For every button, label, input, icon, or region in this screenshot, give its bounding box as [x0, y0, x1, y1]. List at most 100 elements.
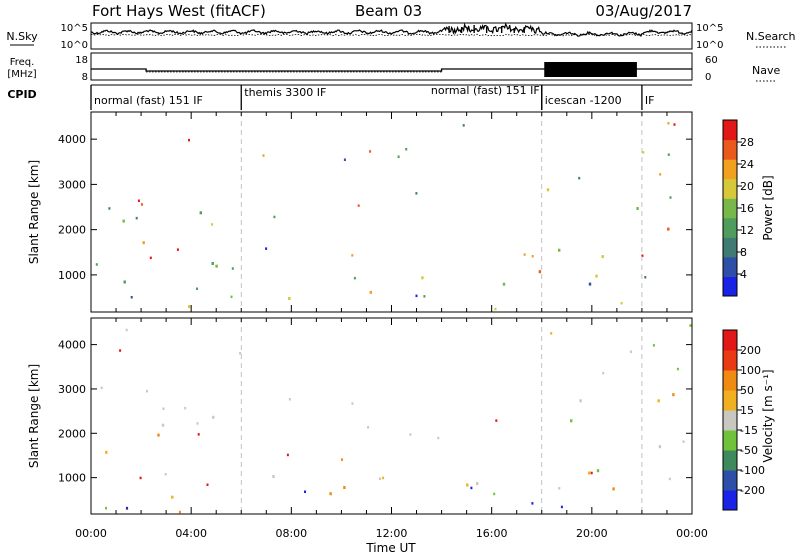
- velocity-sparse-21: [206, 483, 209, 486]
- velocity-ytick-label-2: 3000: [58, 383, 86, 396]
- nsky-tick-top: 10^5: [61, 23, 88, 34]
- power-cell-0-0: [122, 219, 125, 223]
- power-sparse-19: [353, 276, 356, 280]
- power-cell-5-1: [288, 297, 291, 300]
- power-sparse-27: [405, 148, 408, 151]
- power-sparse-0: [531, 255, 534, 258]
- velocity-cell-5-0: [596, 469, 600, 473]
- velocity-cell-6-1: [579, 399, 582, 403]
- velocity-sparse-28: [367, 426, 370, 429]
- power-sparse-11: [523, 253, 526, 256]
- cpid-mode-bars: normal (fast) 151 IF themis 3300 IF normal…: [90, 84, 655, 110]
- velocity-cell-6-0: [672, 393, 675, 397]
- velocity-cell-0-0: [157, 433, 160, 437]
- power-ytick-label-2: 3000: [58, 178, 86, 191]
- velocity-cell-6-2: [570, 419, 573, 423]
- icescan-block: [544, 62, 637, 77]
- mode-label-2: normal (fast) 151 IF: [431, 84, 540, 97]
- velocity-sparse-14: [382, 476, 385, 480]
- power-panel: [90, 111, 693, 313]
- power-cell-6-1: [215, 264, 218, 268]
- power-cell-11-1: [558, 248, 561, 252]
- power-ytick-label-3: 4000: [58, 133, 86, 146]
- velocity-ylabel: Slant Range [km]: [27, 364, 41, 468]
- vel-cbar-tick-label-6: -100: [740, 464, 765, 477]
- nsky-tick-bottom: 10^0: [61, 40, 88, 51]
- power-cell-11-3: [546, 188, 550, 192]
- velocity-sparse-0: [126, 506, 128, 510]
- velocity-sparse-24: [689, 324, 692, 327]
- velocity-sparse-17: [239, 352, 242, 355]
- power-cbar-swatch-4: [723, 198, 737, 219]
- velocity-scatter-cells: [100, 324, 692, 514]
- velocity-sparse-16: [119, 349, 122, 352]
- vel-cbar-swatch-6: [723, 370, 737, 391]
- time-tick-label-6: 00:00: [676, 527, 708, 540]
- power-cbar-tick-label-5: 24: [740, 158, 754, 171]
- power-sparse-2: [262, 154, 265, 157]
- velocity-colorbar: 200 100 50 15 -15 -50 -100 -200: [722, 329, 765, 511]
- velocity-sparse-35: [495, 419, 498, 422]
- cpid-label: CPID: [7, 88, 36, 101]
- vel-cbar-tick-label-0: 200: [740, 344, 761, 357]
- mode-label-1: themis 3300 IF: [244, 86, 326, 99]
- velocity-sparse-18: [558, 487, 561, 490]
- mode-label-0: normal (fast) 151 IF: [94, 94, 203, 107]
- vel-cbar-tick-label-1: 100: [740, 364, 761, 377]
- power-sparse-16: [669, 196, 672, 199]
- power-sparse-29: [667, 122, 670, 125]
- vel-cbar-tick-label-5: -50: [740, 444, 758, 457]
- power-sparse-15: [211, 223, 214, 226]
- nsky-line: [90, 22, 693, 37]
- power-cbar-swatch-5: [723, 178, 737, 199]
- power-sparse-23: [578, 176, 581, 180]
- power-colorbar-label: Power [dB]: [761, 175, 775, 240]
- power-axes: 1000 2000 3000 4000: [58, 112, 693, 312]
- velocity-sparse-15: [470, 486, 473, 490]
- velocity-sparse-31: [146, 389, 148, 393]
- power-sparse-21: [137, 199, 140, 202]
- mode-label-3: icescan -1200: [545, 94, 622, 107]
- power-sparse-5: [462, 124, 465, 127]
- velocity-sparse-27: [162, 407, 165, 410]
- power-cell-11-4: [601, 255, 604, 259]
- freq-line: [91, 68, 692, 72]
- freq-trace: [91, 62, 692, 77]
- site-title: Fort Hays West (fitACF): [92, 2, 266, 20]
- vel-cbar-tick-label-4: -15: [740, 424, 758, 437]
- beam-label: Beam 03: [355, 2, 422, 20]
- vel-cbar-swatch-2: [723, 450, 737, 471]
- power-sparse-24: [149, 256, 152, 260]
- date-label: 03/Aug/2017: [595, 2, 692, 20]
- velocity-sparse-20: [629, 350, 632, 353]
- velocity-cell-4-0: [272, 475, 275, 478]
- power-cell-5-0: [188, 305, 191, 309]
- velocity-sparse-23: [682, 440, 685, 443]
- vel-cbar-swatch-0: [723, 490, 737, 511]
- power-sparse-12: [620, 302, 623, 305]
- power-cell-11-2: [667, 227, 670, 231]
- power-cell-9-0: [502, 282, 506, 286]
- power-sparse-14: [423, 295, 426, 298]
- mode-label-4: IF: [645, 94, 655, 107]
- velocity-sparse-1: [184, 406, 187, 410]
- velocity-sparse-8: [379, 477, 381, 480]
- vel-cbar-tick-label-2: 50: [740, 384, 754, 397]
- time-tick-label-1: 04:00: [175, 527, 207, 540]
- velocity-sparse-25: [676, 367, 679, 371]
- velocity-cell-5-3: [588, 471, 591, 475]
- power-colorbar: 4 8 12 16 20 24 28: [722, 119, 754, 297]
- velocity-sparse-32: [437, 436, 440, 440]
- power-ytick-label-1: 2000: [58, 224, 86, 237]
- nsky-label: N.Sky: [6, 30, 38, 43]
- velocity-sparse-29: [493, 492, 496, 496]
- nave-tick-bottom: 0: [705, 72, 711, 83]
- power-cell-6-0: [211, 262, 214, 265]
- power-cell-10-0: [538, 270, 542, 274]
- velocity-sparse-34: [668, 477, 671, 481]
- velocity-sparse-2: [105, 506, 107, 510]
- power-sparse-4: [231, 267, 234, 270]
- velocity-sparse-11: [351, 402, 354, 405]
- power-ytick-label-0: 1000: [58, 269, 86, 282]
- velocity-sparse-37: [139, 476, 142, 480]
